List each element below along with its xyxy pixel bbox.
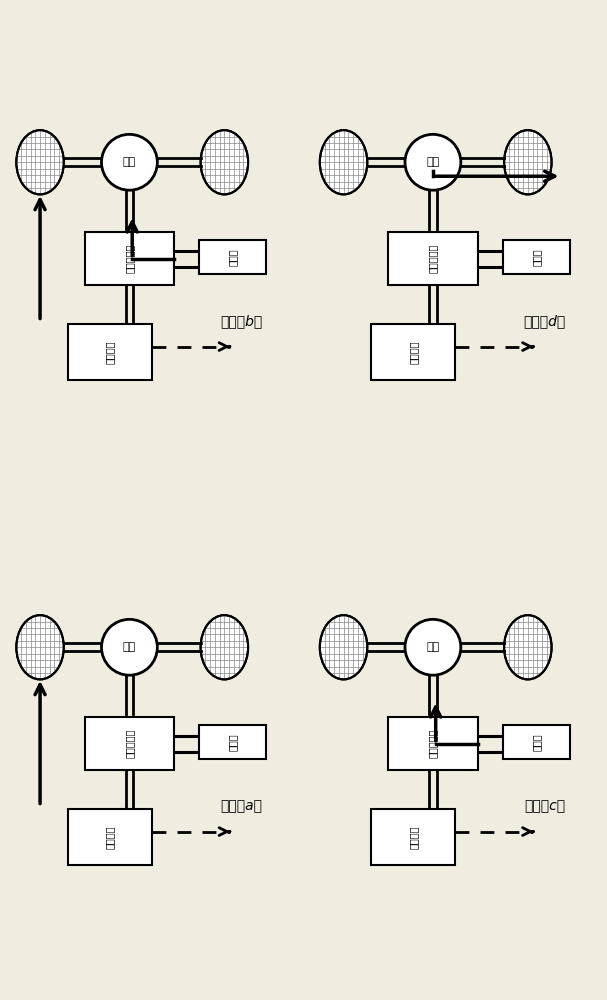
Text: 功率变换器: 功率变换器: [124, 244, 134, 273]
FancyBboxPatch shape: [85, 717, 174, 770]
Text: 模式（c）: 模式（c）: [524, 799, 565, 813]
Text: 功率变换器: 功率变换器: [428, 729, 438, 758]
Ellipse shape: [16, 615, 64, 679]
Text: 蓄电池: 蓄电池: [228, 248, 238, 266]
Circle shape: [101, 619, 157, 675]
Text: 功率变换器: 功率变换器: [124, 729, 134, 758]
Circle shape: [101, 134, 157, 190]
FancyBboxPatch shape: [371, 324, 455, 380]
FancyBboxPatch shape: [371, 809, 455, 865]
FancyBboxPatch shape: [85, 232, 174, 285]
Circle shape: [405, 134, 461, 190]
Text: 模式（a）: 模式（a）: [220, 799, 262, 813]
Text: 蓄电池: 蓄电池: [531, 248, 541, 266]
Text: 燃料电池: 燃料电池: [409, 825, 418, 849]
Text: 燃料电池: 燃料电池: [409, 340, 418, 364]
Text: 模式（d）: 模式（d）: [523, 314, 566, 328]
FancyBboxPatch shape: [68, 809, 152, 865]
Ellipse shape: [320, 615, 367, 679]
FancyBboxPatch shape: [68, 324, 152, 380]
Ellipse shape: [201, 615, 248, 679]
Ellipse shape: [504, 130, 552, 194]
Ellipse shape: [16, 130, 64, 194]
FancyBboxPatch shape: [503, 725, 570, 759]
FancyBboxPatch shape: [388, 717, 478, 770]
Text: 蓄电池: 蓄电池: [228, 733, 238, 751]
Ellipse shape: [320, 130, 367, 194]
Ellipse shape: [201, 130, 248, 194]
Text: 燃料电池: 燃料电池: [105, 825, 115, 849]
Text: 电机: 电机: [123, 157, 136, 167]
Text: 模式（b）: 模式（b）: [220, 314, 262, 328]
FancyBboxPatch shape: [199, 240, 266, 274]
Text: 电机: 电机: [123, 642, 136, 652]
Text: 燃料电池: 燃料电池: [105, 340, 115, 364]
Text: 电机: 电机: [426, 157, 439, 167]
Circle shape: [405, 619, 461, 675]
FancyBboxPatch shape: [503, 240, 570, 274]
Text: 蓄电池: 蓄电池: [531, 733, 541, 751]
FancyBboxPatch shape: [388, 232, 478, 285]
Text: 功率变换器: 功率变换器: [428, 244, 438, 273]
Ellipse shape: [504, 615, 552, 679]
Text: 电机: 电机: [426, 642, 439, 652]
FancyBboxPatch shape: [199, 725, 266, 759]
